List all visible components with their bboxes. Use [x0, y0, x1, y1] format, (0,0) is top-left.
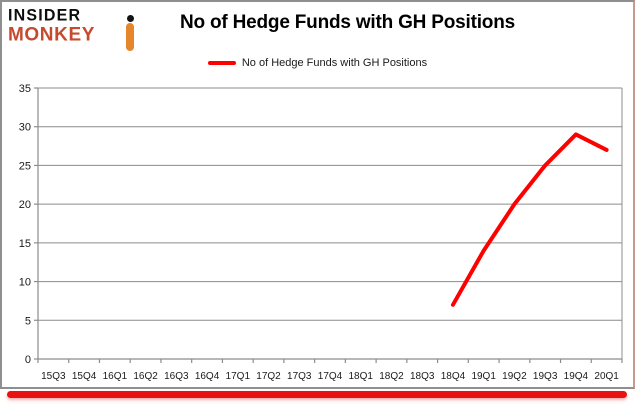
x-tick-label: 18Q3 [410, 371, 435, 382]
y-tick-label: 5 [25, 315, 31, 327]
legend-label: No of Hedge Funds with GH Positions [241, 57, 428, 69]
y-tick-label: 20 [19, 199, 31, 211]
y-tick-label: 25 [19, 160, 31, 172]
y-tick-label: 0 [25, 354, 31, 366]
x-tick-label: 19Q2 [502, 371, 527, 382]
monkey-icon [126, 15, 135, 53]
y-tick-label: 15 [19, 238, 31, 250]
logo-monkey-text: MONKEY [8, 23, 95, 46]
x-tick-label: 17Q1 [226, 371, 251, 382]
y-tick-label: 10 [19, 277, 31, 289]
insider-monkey-logo: INSIDER MONKEY [8, 6, 95, 46]
y-tick-label: 30 [19, 122, 31, 134]
x-tick-label: 17Q4 [318, 371, 343, 382]
chart-title: No of Hedge Funds with GH Positions [180, 12, 515, 33]
x-tick-label: 19Q4 [564, 371, 589, 382]
x-tick-label: 18Q2 [379, 371, 404, 382]
x-tick-label: 18Q4 [441, 371, 466, 382]
logo-insider-text: INSIDER [8, 6, 82, 25]
bottom-accent-bar [7, 391, 627, 398]
y-tick-label: 35 [19, 83, 31, 95]
x-tick-label: 16Q3 [164, 371, 189, 382]
x-tick-label: 16Q2 [133, 371, 158, 382]
x-tick-label: 20Q1 [594, 371, 619, 382]
line-chart: 0 5 10 15 20 25 30 35 15Q3 15Q4 16Q1 16Q2 16Q3 16Q4 17… [19, 83, 623, 382]
x-tick-label: 19Q1 [471, 371, 496, 382]
x-tick-label: 17Q3 [287, 371, 312, 382]
monkey-body-shape [126, 23, 134, 51]
chart-frame [0, 0, 635, 389]
x-tick-label: 19Q3 [533, 371, 558, 382]
series-line [450, 132, 609, 307]
x-tick-label: 17Q2 [256, 371, 281, 382]
monkey-head-shape [127, 15, 134, 22]
x-tick-label: 16Q1 [103, 371, 128, 382]
legend-line-marker [207, 61, 236, 65]
x-tick-label: 18Q1 [349, 371, 374, 382]
x-tick-label: 16Q4 [195, 371, 220, 382]
x-tick-label: 15Q3 [41, 371, 66, 382]
x-tick-label: 15Q4 [72, 371, 97, 382]
chart-legend: No of Hedge Funds with GH Positions [0, 55, 635, 71]
